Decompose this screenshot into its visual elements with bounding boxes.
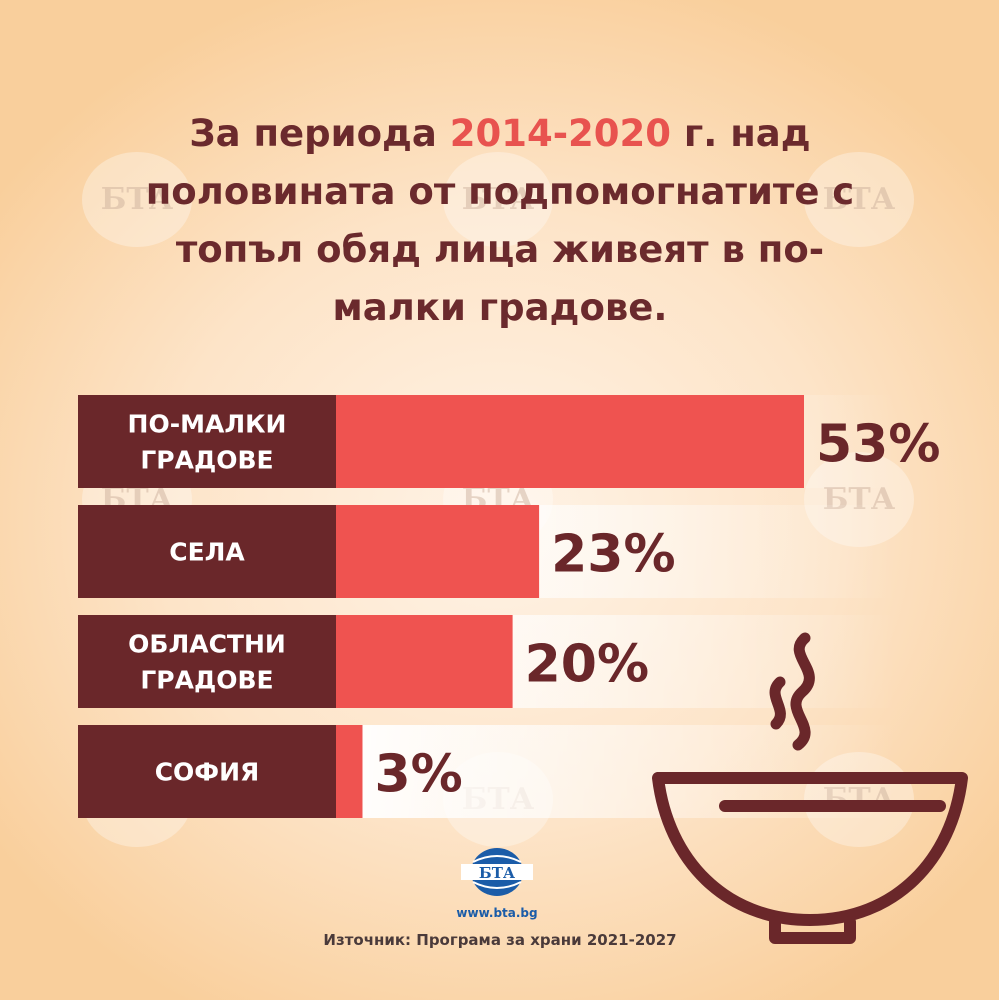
- category-label: СЕЛА: [169, 538, 245, 567]
- steam-icon: [769, 632, 815, 751]
- source-note: Източник: Програма за храни 2021-2027: [323, 931, 677, 949]
- category-label-box: [78, 725, 336, 818]
- category-label: ГРАДОВЕ: [140, 446, 273, 475]
- logo-text: БТА: [479, 864, 516, 882]
- category-label: ОБЛАСТНИ: [128, 630, 286, 659]
- bta-logo: БТА: [461, 848, 533, 896]
- bar: [336, 505, 540, 598]
- watermark: БТА: [443, 152, 553, 247]
- chart-title: За периода 2014-2020 г. над половината о…: [110, 105, 890, 337]
- bar: [336, 395, 804, 488]
- category-label-box: [78, 395, 336, 488]
- category-label: СОФИЯ: [155, 758, 260, 787]
- category-label: ГРАДОВЕ: [140, 666, 273, 695]
- value-label: 3%: [374, 745, 462, 805]
- bar: [336, 615, 513, 708]
- value-label: 20%: [525, 635, 649, 695]
- value-label: 23%: [551, 525, 675, 585]
- title-part-1: За периода: [189, 112, 450, 155]
- category-label: ПО-МАЛКИ: [128, 410, 287, 439]
- soup-bowl-icon: [652, 632, 968, 944]
- category-label-box: [78, 615, 336, 708]
- website-url[interactable]: www.bta.bg: [456, 906, 538, 920]
- title-highlight: 2014-2020: [449, 112, 672, 155]
- bar: [336, 725, 363, 818]
- watermark: БТА: [804, 152, 914, 247]
- category-label-box: [78, 505, 336, 598]
- title-part-2: г. над половината от подпомогнатите с то…: [145, 112, 855, 329]
- watermark: БТА: [82, 152, 192, 247]
- value-label: 53%: [816, 415, 940, 475]
